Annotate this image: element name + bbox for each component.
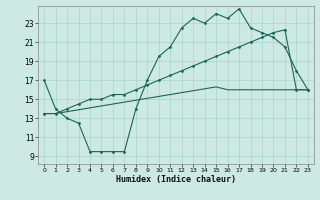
X-axis label: Humidex (Indice chaleur): Humidex (Indice chaleur) <box>116 175 236 184</box>
